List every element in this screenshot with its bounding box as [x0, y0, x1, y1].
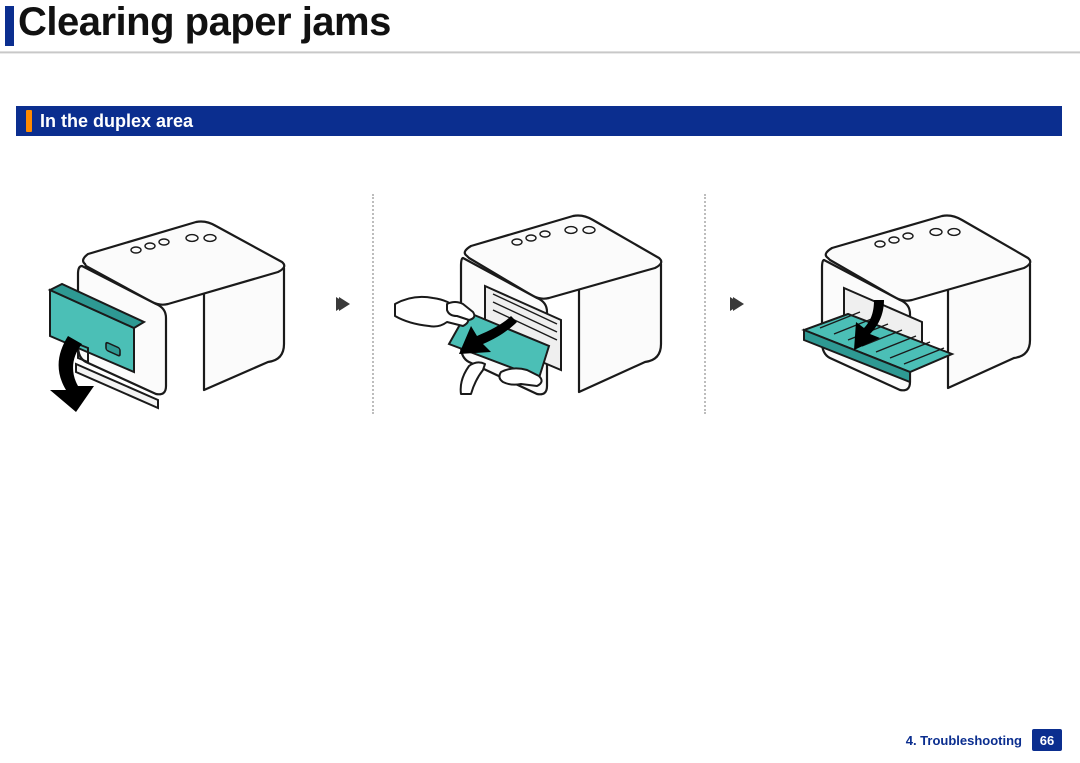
section-accent [26, 110, 32, 132]
page-footer: 4. Troubleshooting 66 [0, 729, 1080, 751]
title-rule-shadow [0, 53, 1080, 54]
printer-step3-illustration [762, 194, 1062, 414]
footer-chapter: 4. Troubleshooting [906, 733, 1022, 748]
manual-page: Clearing paper jams In the duplex area [0, 0, 1080, 763]
printer-step1-illustration [16, 194, 316, 414]
step-3-duplex-guide [762, 194, 1062, 414]
page-title: Clearing paper jams [18, 0, 391, 45]
printer-step2-illustration [389, 194, 689, 414]
step-divider [372, 194, 374, 414]
step-2-pull-paper [389, 194, 689, 414]
step-arrow-icon [333, 295, 351, 313]
title-block: Clearing paper jams [0, 0, 1080, 53]
step-divider [704, 194, 706, 414]
section-header: In the duplex area [16, 106, 1062, 136]
footer-page-number: 66 [1032, 729, 1062, 751]
step-1-open-rear-cover [16, 194, 316, 414]
title-accent-bar [5, 6, 14, 46]
step-arrow-icon [727, 295, 745, 313]
steps-row [16, 186, 1062, 421]
section-title: In the duplex area [40, 111, 193, 132]
